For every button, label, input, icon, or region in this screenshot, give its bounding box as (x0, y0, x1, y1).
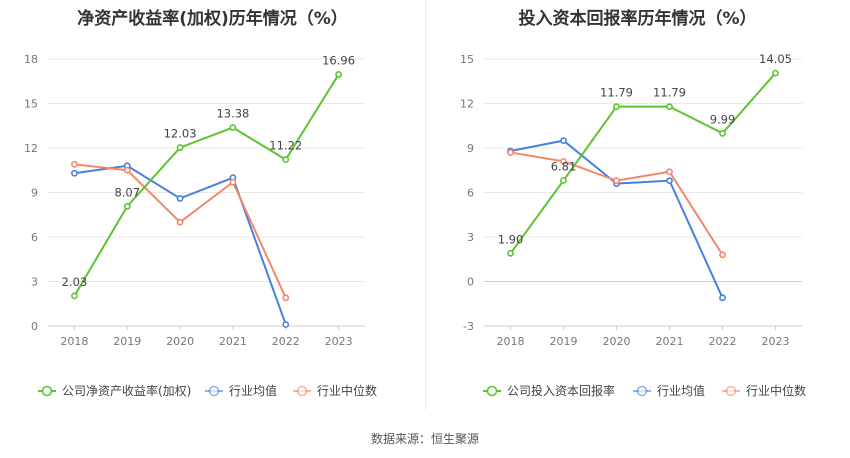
data-label: 1.90 (498, 232, 524, 246)
data-point (71, 292, 78, 300)
x-tick-label: 2020 (166, 335, 194, 348)
data-point (507, 149, 514, 156)
data-point (666, 177, 673, 185)
series-line (510, 139, 724, 299)
series-line (73, 73, 340, 297)
legend-label: 公司投入资本回报率 (507, 383, 615, 398)
x-tick-label: 2021 (219, 335, 247, 348)
data-point (613, 103, 620, 111)
data-point (772, 69, 779, 77)
legend-swatch-marker (636, 385, 648, 397)
data-point (560, 177, 567, 184)
series-line (509, 72, 777, 254)
y-tick-label: 9 (467, 142, 474, 155)
data-label: 14.05 (759, 52, 792, 66)
data-point (229, 124, 237, 131)
y-tick-label: 0 (31, 320, 38, 333)
y-tick-label: 12 (24, 142, 38, 155)
y-tick-label: 3 (31, 276, 38, 289)
data-point (71, 160, 78, 168)
legend-swatch-marker (296, 385, 308, 397)
y-tick-label: 0 (467, 276, 474, 289)
x-tick-label: 2018 (60, 335, 88, 348)
data-point (176, 218, 184, 226)
data-point (229, 178, 237, 186)
legend-swatch-marker (41, 385, 53, 397)
data-label: 9.99 (710, 112, 736, 126)
y-tick-label: 15 (24, 98, 38, 111)
data-label: 13.38 (216, 107, 249, 121)
legend-label: 行业中位数 (746, 383, 806, 398)
data-point (560, 137, 567, 144)
legend-label: 行业中位数 (317, 383, 377, 398)
data-point (282, 321, 290, 328)
data-label: 2.03 (62, 275, 88, 289)
data-point (282, 294, 290, 302)
x-tick-label: 2023 (762, 335, 790, 348)
panel-divider (425, 0, 426, 410)
x-tick-label: 2019 (550, 335, 578, 348)
data-point (507, 249, 514, 257)
x-tick-label: 2020 (603, 335, 631, 348)
data-label: 11.22 (269, 139, 302, 153)
series-line (74, 163, 287, 299)
y-tick-label: 3 (467, 231, 474, 244)
data-label: 11.79 (600, 86, 633, 100)
x-tick-label: 2018 (497, 335, 525, 348)
data-point (719, 129, 726, 137)
legend-swatch-marker (486, 385, 498, 397)
roic-chart-panel: 投入资本回报率历年情况（%） -3 0 3 6 9 12 15 2018 2019 2020 202… (425, 0, 850, 420)
chart-title: 投入资本回报率历年情况（%） (518, 9, 757, 29)
y-tick-label: 12 (460, 98, 474, 111)
y-tick-label: 6 (467, 187, 474, 200)
data-point (613, 177, 620, 185)
y-tick-label: 6 (31, 231, 38, 244)
roe-chart-panel: 净资产收益率(加权)历年情况（%） 0 3 6 9 12 15 18 2018 2019 2020… (0, 0, 425, 420)
data-point (123, 166, 131, 174)
data-label: 16.96 (322, 53, 355, 67)
legend-label: 行业均值 (229, 383, 277, 398)
data-point (282, 156, 290, 163)
data-label: 11.79 (653, 86, 686, 100)
data-point (719, 294, 726, 302)
data-label: 12.03 (164, 127, 197, 141)
series-line (510, 151, 724, 256)
data-point (335, 71, 342, 78)
data-point (666, 103, 673, 111)
legend-label: 公司净资产收益率(加权) (62, 383, 191, 398)
legend-swatch-marker (208, 385, 220, 397)
y-tick-label: 9 (31, 187, 38, 200)
y-tick-label: 18 (24, 53, 38, 66)
x-tick-label: 2022 (272, 335, 300, 348)
data-point (71, 169, 78, 177)
roic-chart: -3 0 3 6 9 12 15 2018 2019 2020 2021 2022 2023 1.90 6.… (460, 52, 806, 398)
data-point (560, 157, 567, 165)
data-point (666, 168, 673, 176)
x-tick-label: 2019 (113, 335, 141, 348)
y-tick-label: -3 (463, 320, 474, 333)
data-point (176, 195, 184, 202)
legend-label: 行业均值 (657, 383, 705, 398)
series-line (74, 164, 287, 325)
legend-swatch-marker (725, 385, 737, 397)
data-label: 8.07 (114, 185, 140, 199)
data-source-note: 数据来源：恒生聚源 (370, 432, 479, 446)
x-tick-label: 2021 (656, 335, 684, 348)
data-point (719, 251, 726, 259)
data-label: 6.81 (551, 159, 577, 173)
x-tick-label: 2023 (325, 335, 353, 348)
data-point (123, 202, 131, 210)
chart-title: 净资产收益率(加权)历年情况（%） (77, 9, 348, 29)
roe-chart: 0 3 6 9 12 15 18 2018 2019 2020 2021 2022 2023 2.03 8.… (24, 53, 377, 398)
data-point (176, 144, 184, 151)
x-tick-label: 2022 (709, 335, 737, 348)
y-tick-label: 15 (460, 53, 474, 66)
